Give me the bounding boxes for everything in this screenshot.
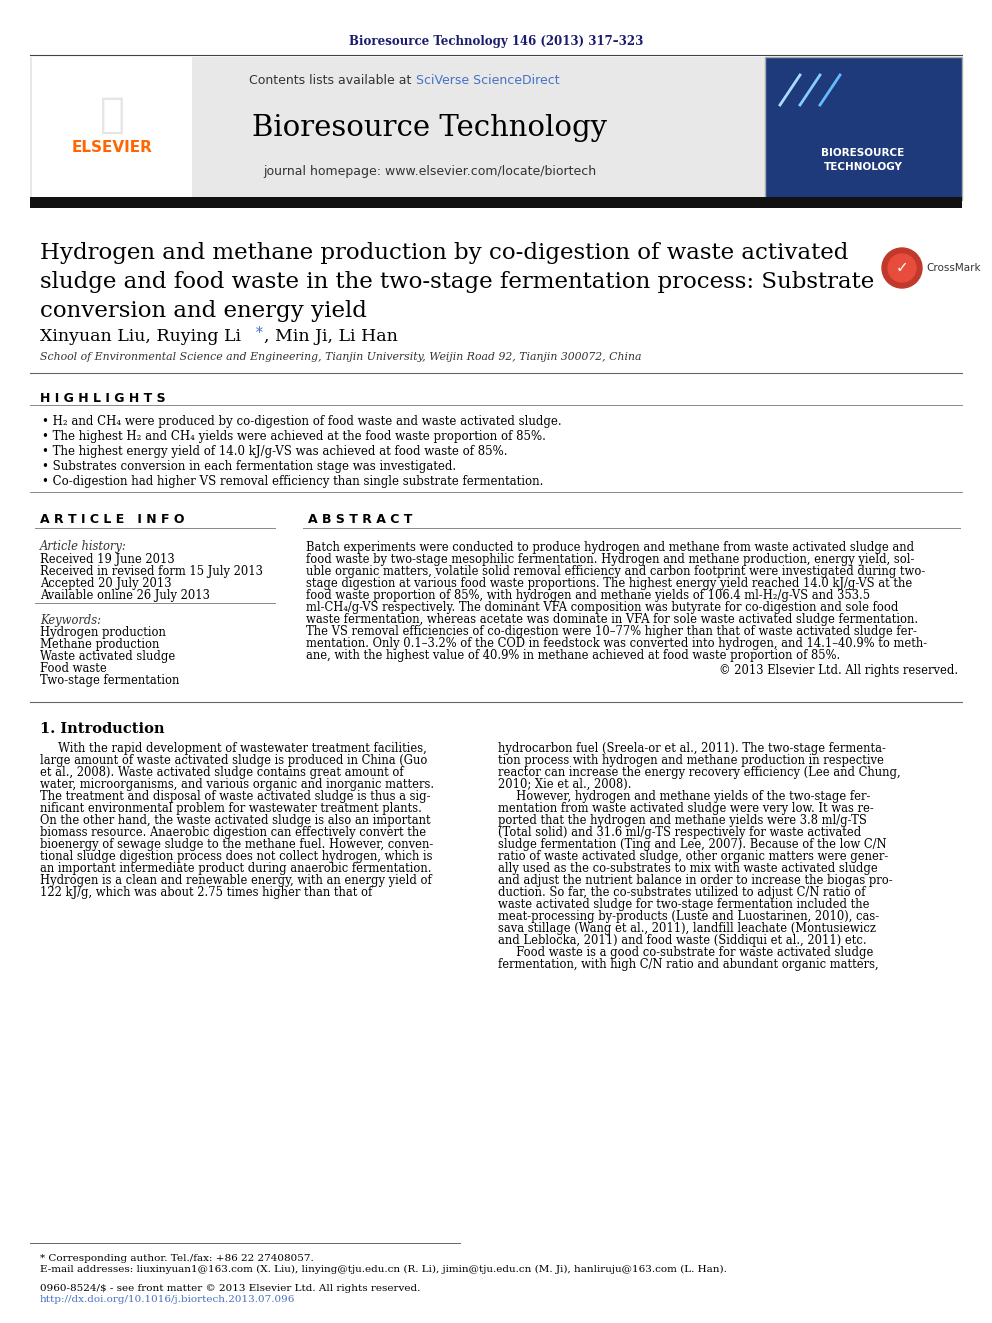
Text: food waste by two-stage mesophilic fermentation. Hydrogen and methane production: food waste by two-stage mesophilic ferme… (306, 553, 915, 566)
Text: Contents lists available at: Contents lists available at (249, 74, 415, 87)
Text: water, microorganisms, and various organic and inorganic matters.: water, microorganisms, and various organ… (40, 778, 434, 791)
Text: meat-processing by-products (Luste and Luostarinen, 2010), cas-: meat-processing by-products (Luste and L… (498, 910, 879, 923)
Text: waste fermentation, whereas acetate was dominate in VFA for sole waste activated: waste fermentation, whereas acetate was … (306, 613, 919, 626)
Text: With the rapid development of wastewater treatment facilities,: With the rapid development of wastewater… (40, 742, 427, 755)
Text: • The highest H₂ and CH₄ yields were achieved at the food waste proportion of 85: • The highest H₂ and CH₄ yields were ach… (42, 430, 546, 443)
Text: stage digestion at various food waste proportions. The highest energy yield reac: stage digestion at various food waste pr… (306, 577, 913, 590)
Text: uble organic matters, volatile solid removal efficiency and carbon footprint wer: uble organic matters, volatile solid rem… (306, 565, 926, 578)
Text: , Min Ji, Li Han: , Min Ji, Li Han (264, 328, 398, 345)
Text: reactor can increase the energy recovery efficiency (Lee and Chung,: reactor can increase the energy recovery… (498, 766, 901, 779)
Text: On the other hand, the waste activated sludge is also an important: On the other hand, the waste activated s… (40, 814, 431, 827)
Text: and adjust the nutrient balance in order to increase the biogas pro-: and adjust the nutrient balance in order… (498, 875, 893, 886)
Text: hydrocarbon fuel (Sreela-or et al., 2011). The two-stage fermenta-: hydrocarbon fuel (Sreela-or et al., 2011… (498, 742, 886, 755)
Text: E-mail addresses: liuxinyuan1@163.com (X. Liu), linying@tju.edu.cn (R. Li), jimi: E-mail addresses: liuxinyuan1@163.com (X… (40, 1265, 727, 1274)
Text: * Corresponding author. Tel./fax: +86 22 27408057.: * Corresponding author. Tel./fax: +86 22… (40, 1254, 313, 1263)
Text: 0960-8524/$ - see front matter © 2013 Elsevier Ltd. All rights reserved.: 0960-8524/$ - see front matter © 2013 El… (40, 1285, 421, 1293)
Text: Received in revised form 15 July 2013: Received in revised form 15 July 2013 (40, 565, 263, 578)
Text: Food waste: Food waste (40, 662, 107, 675)
Text: an important intermediate product during anaerobic fermentation.: an important intermediate product during… (40, 863, 432, 875)
Text: ELSEVIER: ELSEVIER (71, 140, 153, 156)
Text: The VS removal efficiencies of co-digestion were 10–77% higher than that of wast: The VS removal efficiencies of co-digest… (306, 624, 917, 638)
Text: ⬛: ⬛ (99, 94, 125, 136)
Text: Received 19 June 2013: Received 19 June 2013 (40, 553, 175, 566)
Text: CrossMark: CrossMark (926, 263, 981, 273)
Text: ✓: ✓ (896, 261, 909, 275)
Text: • Substrates conversion in each fermentation stage was investigated.: • Substrates conversion in each fermenta… (42, 460, 456, 474)
Text: H I G H L I G H T S: H I G H L I G H T S (40, 392, 166, 405)
Text: http://dx.doi.org/10.1016/j.biortech.2013.07.096: http://dx.doi.org/10.1016/j.biortech.201… (40, 1295, 296, 1304)
Text: sava stillage (Wang et al., 2011), landfill leachate (Montusiewicz: sava stillage (Wang et al., 2011), landf… (498, 922, 876, 935)
Text: Methane production: Methane production (40, 638, 160, 651)
Text: fermentation, with high C/N ratio and abundant organic matters,: fermentation, with high C/N ratio and ab… (498, 958, 879, 971)
Bar (765, 57, 962, 200)
Text: Batch experiments were conducted to produce hydrogen and methane from waste acti: Batch experiments were conducted to prod… (306, 541, 914, 554)
Text: Hydrogen production: Hydrogen production (40, 626, 166, 639)
Text: biomass resource. Anaerobic digestion can effectively convert the: biomass resource. Anaerobic digestion ca… (40, 826, 427, 839)
Text: Hydrogen and methane production by co-digestion of waste activated
sludge and fo: Hydrogen and methane production by co-di… (40, 242, 874, 321)
Text: *: * (256, 325, 263, 340)
Text: tion process with hydrogen and methane production in respective: tion process with hydrogen and methane p… (498, 754, 884, 767)
Text: However, hydrogen and methane yields of the two-stage fer-: However, hydrogen and methane yields of … (498, 790, 870, 803)
Text: Bioresource Technology 146 (2013) 317–323: Bioresource Technology 146 (2013) 317–32… (349, 36, 643, 49)
Bar (30, 57, 765, 200)
Text: Keywords:: Keywords: (40, 614, 101, 627)
Text: nificant environmental problem for wastewater treatment plants.: nificant environmental problem for waste… (40, 802, 422, 815)
Circle shape (882, 247, 922, 288)
Text: ally used as the co-substrates to mix with waste activated sludge: ally used as the co-substrates to mix wi… (498, 863, 878, 875)
Text: Available online 26 July 2013: Available online 26 July 2013 (40, 589, 210, 602)
Text: School of Environmental Science and Engineering, Tianjin University, Weijin Road: School of Environmental Science and Engi… (40, 352, 642, 363)
Text: Hydrogen is a clean and renewable energy, with an energy yield of: Hydrogen is a clean and renewable energy… (40, 875, 432, 886)
Text: The treatment and disposal of waste activated sludge is thus a sig-: The treatment and disposal of waste acti… (40, 790, 431, 803)
Bar (30, 197, 962, 208)
Text: tional sludge digestion process does not collect hydrogen, which is: tional sludge digestion process does not… (40, 849, 433, 863)
Text: © 2013 Elsevier Ltd. All rights reserved.: © 2013 Elsevier Ltd. All rights reserved… (719, 664, 958, 677)
Text: SciVerse ScienceDirect: SciVerse ScienceDirect (416, 74, 559, 87)
Text: sludge fermentation (Ting and Lee, 2007). Because of the low C/N: sludge fermentation (Ting and Lee, 2007)… (498, 837, 887, 851)
Text: waste activated sludge for two-stage fermentation included the: waste activated sludge for two-stage fer… (498, 898, 870, 912)
Text: mentation from waste activated sludge were very low. It was re-: mentation from waste activated sludge we… (498, 802, 874, 815)
Text: (Total solid) and 31.6 ml/g-TS respectively for waste activated: (Total solid) and 31.6 ml/g-TS respectiv… (498, 826, 861, 839)
Text: 2010; Xie et al., 2008).: 2010; Xie et al., 2008). (498, 778, 632, 791)
Text: 122 kJ/g, which was about 2.75 times higher than that of: 122 kJ/g, which was about 2.75 times hig… (40, 886, 372, 900)
Text: mentation. Only 0.1–3.2% of the COD in feedstock was converted into hydrogen, an: mentation. Only 0.1–3.2% of the COD in f… (306, 636, 928, 650)
Text: bioenergy of sewage sludge to the methane fuel. However, conven-: bioenergy of sewage sludge to the methan… (40, 837, 434, 851)
Text: Waste activated sludge: Waste activated sludge (40, 650, 176, 663)
Text: Two-stage fermentation: Two-stage fermentation (40, 673, 180, 687)
Text: duction. So far, the co-substrates utilized to adjust C/N ratio of: duction. So far, the co-substrates utili… (498, 886, 865, 900)
Text: ane, with the highest value of 40.9% in methane achieved at food waste proportio: ane, with the highest value of 40.9% in … (306, 650, 840, 662)
Bar (32, 57, 192, 200)
Text: Accepted 20 July 2013: Accepted 20 July 2013 (40, 577, 172, 590)
Text: Food waste is a good co-substrate for waste activated sludge: Food waste is a good co-substrate for wa… (498, 946, 873, 959)
Text: Bioresource Technology: Bioresource Technology (253, 114, 607, 142)
Text: journal homepage: www.elsevier.com/locate/biortech: journal homepage: www.elsevier.com/locat… (264, 165, 596, 179)
Text: large amount of waste activated sludge is produced in China (Guo: large amount of waste activated sludge i… (40, 754, 428, 767)
Text: • Co-digestion had higher VS removal efficiency than single substrate fermentati: • Co-digestion had higher VS removal eff… (42, 475, 544, 488)
Text: A B S T R A C T: A B S T R A C T (308, 513, 413, 527)
Text: ported that the hydrogen and methane yields were 3.8 ml/g-TS: ported that the hydrogen and methane yie… (498, 814, 867, 827)
Text: 1. Introduction: 1. Introduction (40, 722, 165, 736)
Text: • The highest energy yield of 14.0 kJ/g-VS was achieved at food waste of 85%.: • The highest energy yield of 14.0 kJ/g-… (42, 445, 508, 458)
Text: Article history:: Article history: (40, 540, 127, 553)
Text: et al., 2008). Waste activated sludge contains great amount of: et al., 2008). Waste activated sludge co… (40, 766, 404, 779)
Text: Xinyuan Liu, Ruying Li: Xinyuan Liu, Ruying Li (40, 328, 241, 345)
Text: ratio of waste activated sludge, other organic matters were gener-: ratio of waste activated sludge, other o… (498, 849, 888, 863)
Text: • H₂ and CH₄ were produced by co-digestion of food waste and waste activated slu: • H₂ and CH₄ were produced by co-digesti… (42, 415, 561, 429)
Text: ml-CH₄/g-VS respectively. The dominant VFA composition was butyrate for co-diges: ml-CH₄/g-VS respectively. The dominant V… (306, 601, 899, 614)
Text: A R T I C L E   I N F O: A R T I C L E I N F O (40, 513, 185, 527)
Text: and Leblocka, 2011) and food waste (Siddiqui et al., 2011) etc.: and Leblocka, 2011) and food waste (Sidd… (498, 934, 867, 947)
Text: BIORESOURCE
TECHNOLOGY: BIORESOURCE TECHNOLOGY (821, 148, 905, 172)
Text: food waste proportion of 85%, with hydrogen and methane yields of 106.4 ml-H₂/g-: food waste proportion of 85%, with hydro… (306, 589, 870, 602)
Circle shape (888, 254, 916, 282)
